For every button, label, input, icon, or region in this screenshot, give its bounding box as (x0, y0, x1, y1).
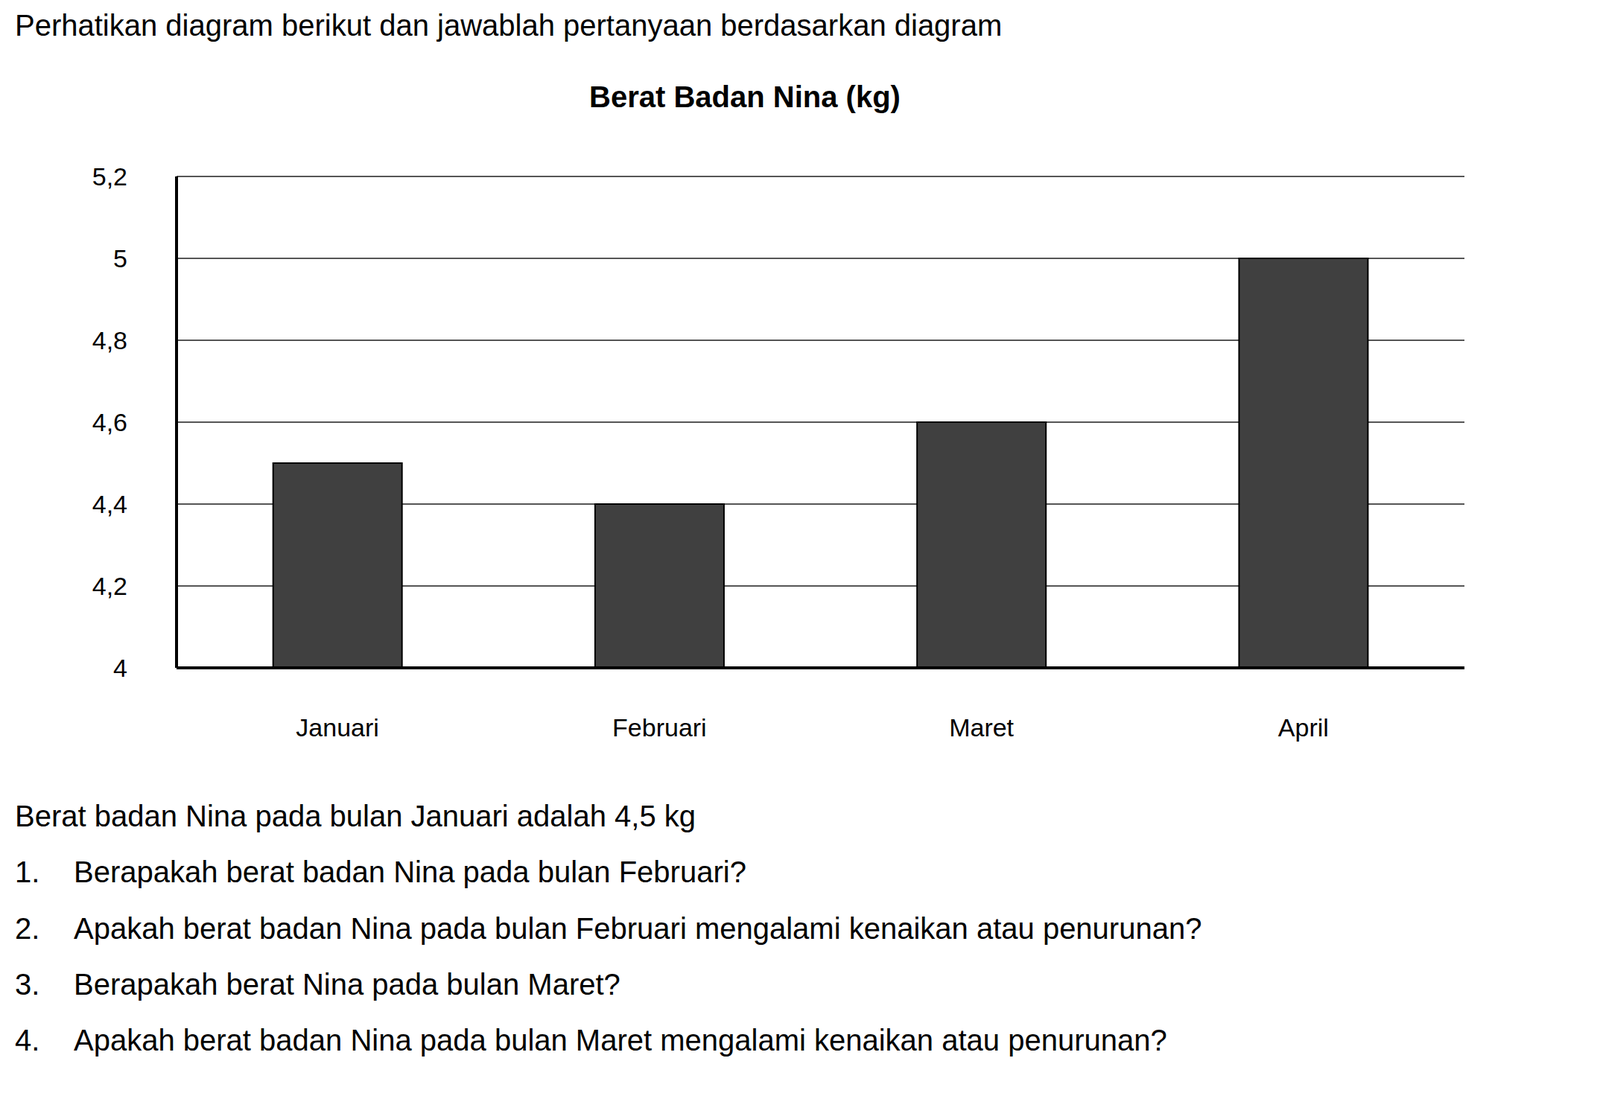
svg-text:Februari: Februari (612, 713, 707, 742)
html-text:Perhatikan diagram berikut dan: Perhatikan diagram berikut dan jawablah … (14, 8, 1003, 42)
svg-text:Maret: Maret (948, 713, 1014, 742)
svg-text:4,4: 4,4 (92, 490, 128, 519)
svg-text:4,8: 4,8 (92, 326, 128, 355)
html-text:Berat badan Nina pada bulan Ja: Berat badan Nina pada bulan Januari adal… (14, 800, 696, 833)
svg-text:April: April (1278, 713, 1329, 742)
svg-text:4,2: 4,2 (92, 572, 128, 601)
html-text:Apakah berat badan Nina pada b: Apakah berat badan Nina pada bulan Febru… (73, 912, 1202, 946)
html-text:Berat Badan Nina (kg): Berat Badan Nina (kg) (589, 80, 901, 114)
svg-text:4: 4 (113, 654, 128, 683)
html-text:3.: 3. (14, 968, 40, 1002)
html-text:4.: 4. (14, 1024, 40, 1057)
html-text:1.: 1. (14, 855, 40, 889)
svg-text:Januari: Januari (295, 713, 380, 742)
svg-text:5,2: 5,2 (92, 162, 128, 191)
svg-text:4,6: 4,6 (92, 408, 128, 437)
html-text:Apakah berat badan Nina pada b: Apakah berat badan Nina pada bulan Maret… (73, 1024, 1168, 1057)
svg-text:5: 5 (113, 244, 128, 273)
html-text:2.: 2. (14, 912, 40, 946)
html-text:Berapakah berat Nina pada bula: Berapakah berat Nina pada bulan Maret? (73, 968, 621, 1002)
html-text:Berapakah berat badan Nina pad: Berapakah berat badan Nina pada bulan Fe… (73, 855, 747, 889)
